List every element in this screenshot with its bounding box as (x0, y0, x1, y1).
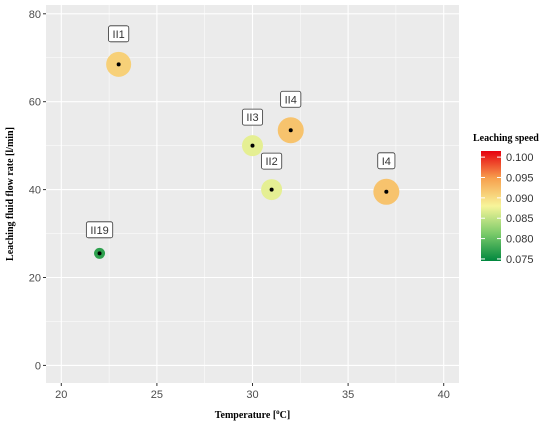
point-label-group: II2 (261, 152, 283, 170)
data-point-center (288, 128, 293, 133)
y-tick-label: 0 (35, 360, 41, 372)
point-label-box (280, 90, 302, 108)
point-label: II4 (285, 94, 297, 106)
data-point-center (97, 251, 102, 256)
y-tick-label: 40 (29, 185, 41, 197)
x-tick-label: 35 (342, 389, 354, 401)
point-labels: II1 II4 II3 II2 I4 II19 (85, 25, 396, 239)
data-point-center (269, 187, 274, 192)
y-tick-label: 20 (29, 273, 41, 285)
legend-tick-label: 0.075 (506, 254, 534, 266)
y-tick-label: 80 (29, 9, 41, 21)
legend-tick-label: 0.100 (506, 152, 534, 164)
point-label-group: II1 (108, 25, 130, 43)
legend-ticks: 0.075 0.080 0.085 0.090 0.095 0.100 (481, 152, 534, 266)
legend-tick-label: 0.085 (506, 213, 534, 225)
legend-tick-label: 0.095 (506, 172, 534, 184)
point-label: II1 (113, 29, 125, 41)
point-label-group: I4 (377, 152, 396, 170)
color-legend: Leaching speed 0.075 0.080 0.085 0.090 0.095… (473, 133, 539, 266)
data-point-center (250, 143, 255, 148)
point-label-box (241, 108, 264, 126)
point-label-box (85, 221, 114, 239)
data-point-center (384, 189, 389, 194)
y-tick-label: 60 (29, 97, 41, 109)
point-label-box (377, 152, 396, 170)
x-tick-label: 25 (151, 389, 163, 401)
y-axis-title: Leaching fluid flow rate [l/min] (5, 127, 16, 261)
x-tick-label: 20 (55, 389, 67, 401)
point-label-box (261, 152, 283, 170)
x-axis-title: Temperature [oC] (215, 408, 290, 421)
point-label-group: II4 (280, 90, 302, 108)
data-point-center (116, 62, 121, 67)
point-label-group: II19 (85, 221, 114, 239)
point-label: II2 (266, 156, 278, 168)
point-label: II3 (246, 112, 258, 124)
grid-major (46, 5, 459, 383)
legend-title: Leaching speed (473, 133, 539, 144)
x-axis-ticks: 20 25 30 35 40 (55, 383, 450, 401)
point-label-box (108, 25, 130, 43)
colorbar (481, 151, 501, 261)
legend-tick-label: 0.090 (506, 193, 534, 205)
x-tick-label: 30 (246, 389, 258, 401)
x-tick-label: 40 (438, 389, 450, 401)
data-points (94, 51, 400, 259)
y-axis-ticks: 0 20 40 60 80 (29, 9, 46, 372)
point-label: I4 (382, 156, 391, 168)
point-label: II19 (90, 225, 108, 237)
point-label-group: II3 (241, 108, 264, 126)
legend-tick-label: 0.080 (506, 234, 534, 246)
